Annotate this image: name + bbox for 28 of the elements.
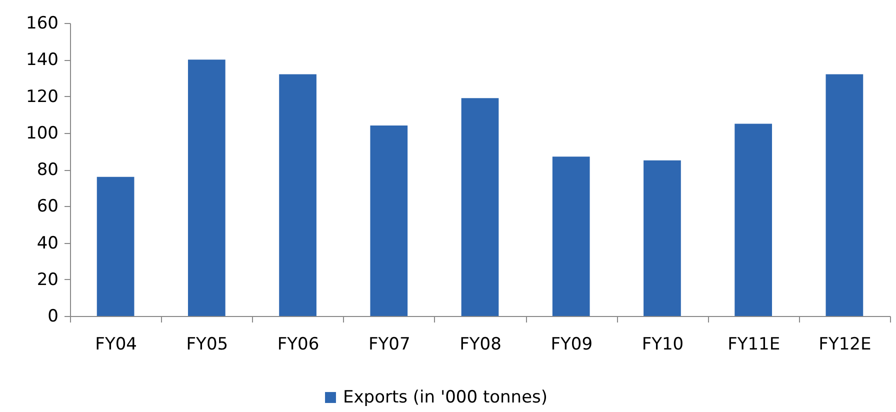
y-tick-label: 0 — [48, 306, 58, 326]
bar — [188, 60, 226, 316]
bar — [644, 160, 681, 316]
bar — [279, 74, 316, 316]
x-tick-label: FY12E — [818, 334, 872, 354]
bar — [552, 156, 590, 316]
x-tick-label: FY04 — [95, 334, 137, 354]
x-tick-label: FY10 — [642, 334, 684, 354]
legend-label: Exports (in '000 tonnes) — [343, 388, 548, 408]
bar — [826, 74, 864, 316]
x-tick-label: FY06 — [277, 334, 320, 354]
y-tick-label: 60 — [36, 196, 58, 217]
bar — [734, 124, 772, 316]
x-tick-label: FY08 — [460, 334, 502, 354]
y-tick-label: 80 — [36, 160, 58, 180]
x-tick-label: FY11E — [728, 334, 780, 354]
bar — [96, 176, 134, 316]
x-tick-label: FY05 — [186, 334, 228, 354]
bar — [461, 98, 499, 316]
y-tick-label: 160 — [26, 14, 58, 34]
bar — [370, 126, 408, 316]
y-tick-label: 20 — [36, 270, 58, 290]
y-tick-label: 100 — [26, 123, 58, 144]
y-tick-label: 140 — [26, 50, 58, 70]
y-tick-label: 40 — [36, 233, 58, 254]
x-tick-label: FY09 — [550, 334, 593, 354]
x-tick-label: FY07 — [368, 334, 410, 354]
y-tick-label: 120 — [26, 86, 58, 107]
